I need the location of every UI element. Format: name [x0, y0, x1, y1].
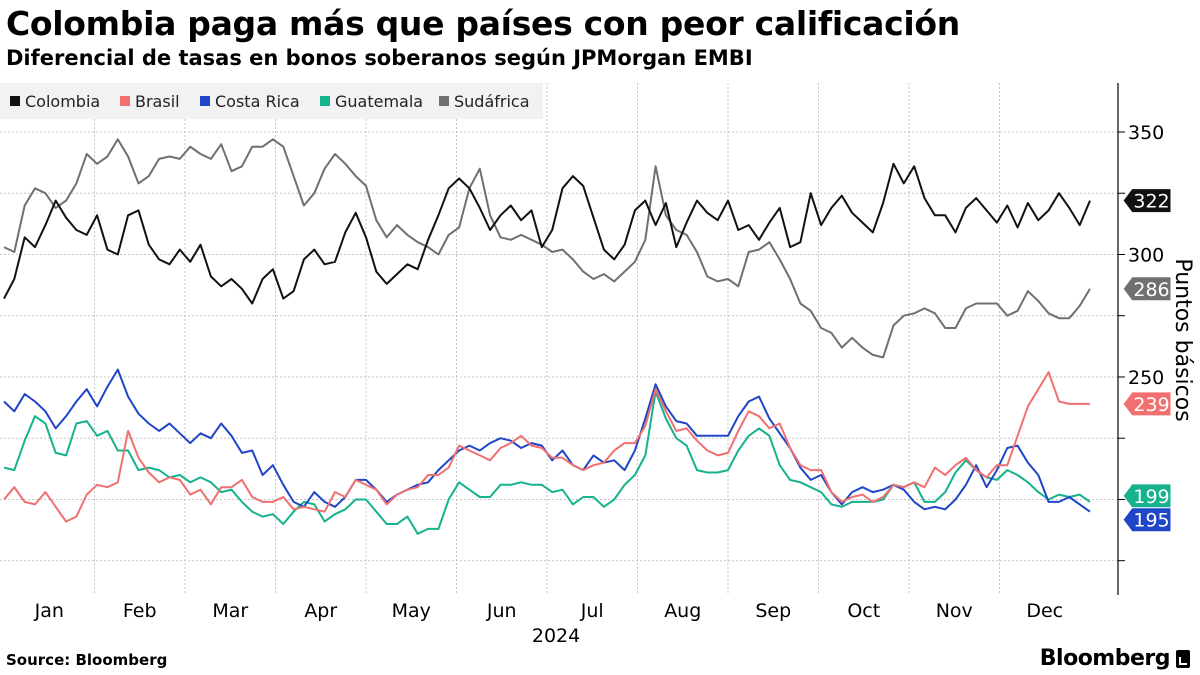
legend-label: Brasil: [135, 92, 180, 111]
legend-label: Guatemala: [335, 92, 423, 111]
x-tick-label: Sep: [755, 600, 791, 622]
end-label-tag: [1122, 483, 1172, 509]
x-tick-label: Oct: [847, 600, 880, 622]
end-label-tag: [1122, 391, 1172, 417]
x-tick-label: May: [392, 600, 431, 622]
legend-swatch: [120, 96, 130, 106]
legend-label: Colombia: [25, 92, 100, 111]
terminal-icon: [1176, 649, 1190, 668]
x-tick-label: Feb: [123, 600, 157, 622]
axes: 350 300 250 Jan Feb Mar Apr May Jun Jul Aug Sep Oct N…: [34, 83, 1195, 647]
x-tick-label: Jan: [34, 600, 64, 622]
end-label-value: 239: [1133, 394, 1169, 416]
bloomberg-logo: Bloomberg: [1040, 646, 1190, 671]
series-line-brasil: [3, 371, 1090, 523]
legend-swatch: [200, 96, 210, 106]
source-note: Source: Bloomberg: [6, 651, 168, 669]
x-axis-year: 2024: [532, 625, 580, 647]
y-axis-title: Puntos básicos: [1170, 258, 1195, 421]
chart-subtitle: Diferencial de tasas en bonos soberanos …: [6, 46, 753, 70]
x-tick-label: Dec: [1026, 600, 1063, 622]
end-label-value: 322: [1133, 191, 1169, 213]
end-label-value: 195: [1133, 510, 1169, 532]
chart-title: Colombia paga más que países con peor ca…: [6, 4, 960, 43]
x-tick-label: Nov: [936, 600, 973, 622]
legend-swatch: [320, 96, 330, 106]
x-tick-label: Aug: [664, 600, 701, 622]
legend-box: [0, 83, 543, 119]
legend-label: Sudáfrica: [454, 92, 530, 111]
series-line-colombia: [3, 162, 1091, 305]
x-tick-label: Jul: [580, 600, 604, 622]
y-tick-label: 300: [1128, 244, 1164, 266]
x-tick-label: Jun: [486, 600, 517, 622]
legend: Colombia Brasil Costa Rica Guatemala Sudáfri…: [0, 83, 543, 119]
legend-swatch: [439, 96, 449, 106]
brand-name: Bloomberg: [1039, 646, 1171, 671]
end-label-tag: [1122, 188, 1172, 214]
end-label-value: 199: [1133, 486, 1169, 508]
y-tick-label: 250: [1128, 367, 1164, 389]
y-tick-label: 350: [1128, 122, 1164, 144]
series-line-sudfrica: [3, 138, 1091, 359]
series-lines: [3, 138, 1091, 535]
legend-label: Costa Rica: [215, 92, 300, 111]
x-tick-label: Apr: [304, 600, 337, 622]
legend-swatch: [10, 96, 20, 106]
end-label-tag: [1122, 276, 1172, 302]
grid: [0, 83, 1118, 595]
end-label-value: 286: [1133, 279, 1169, 301]
x-tick-label: Mar: [212, 600, 248, 622]
end-label-tag: [1122, 507, 1172, 533]
